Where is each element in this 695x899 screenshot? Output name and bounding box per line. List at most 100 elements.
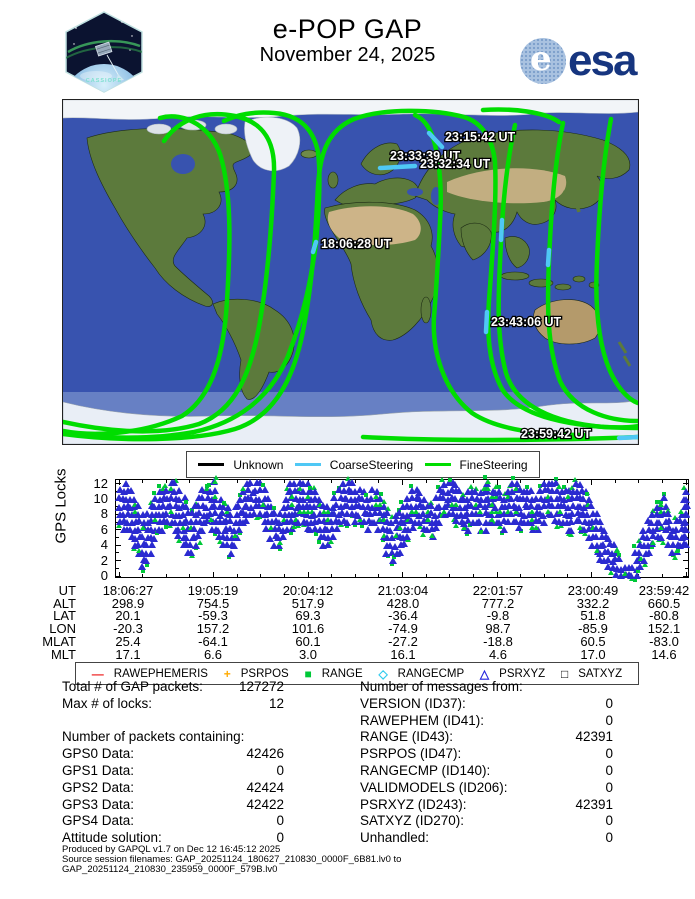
psrxyz-marker (189, 532, 198, 540)
psrxyz-marker (544, 485, 553, 493)
psrxyz-marker (547, 511, 556, 519)
psrxyz-marker (592, 532, 601, 540)
psrxyz-marker (522, 494, 531, 502)
psrxyz-marker (414, 519, 423, 527)
x-major-tick (402, 572, 403, 577)
marker-glyph-icon: ■ (304, 666, 312, 681)
psrxyz-marker (254, 495, 263, 503)
psrxyz-marker (370, 519, 379, 527)
psrxyz-marker (419, 503, 428, 511)
psrxyz-marker (298, 480, 307, 488)
stat-right-label: Unhandled: (360, 830, 430, 846)
stat-right-label: Number of messages from: (360, 679, 523, 694)
steering-legend-item: FineSteering (424, 458, 528, 472)
psrxyz-marker (382, 549, 391, 557)
psrxyz-marker (476, 501, 485, 509)
range-marker (553, 523, 560, 529)
x-minor-tick (331, 574, 333, 577)
stat-right-label: SATXYZ (ID270): (360, 813, 465, 829)
stat-right-value: 0 (605, 813, 613, 829)
y-axis-title: GPS Locks (52, 468, 70, 544)
psrxyz-marker (179, 526, 188, 534)
psrxyz-marker (563, 503, 572, 511)
y-tick-right (683, 575, 688, 577)
psrxyz-marker (682, 501, 691, 509)
patch-text: CASSIOPE (86, 78, 122, 84)
psrxyz-marker (490, 503, 499, 511)
marker-legend-item: ◇ RANGECMP (378, 668, 464, 680)
marker-legend-label: PSRPOS (240, 667, 289, 680)
x-minor-tick (543, 574, 545, 577)
range-marker (212, 478, 219, 484)
ephemeris-value: 101.6 (291, 621, 325, 637)
psrxyz-marker (146, 549, 155, 557)
psrxyz-marker (331, 501, 340, 509)
psrxyz-marker (680, 524, 689, 532)
psrxyz-marker (327, 524, 336, 532)
range-marker (408, 509, 415, 515)
range-marker (655, 499, 660, 504)
stat-right-value: 42391 (575, 796, 613, 812)
range-marker (216, 538, 223, 544)
psrxyz-marker (267, 517, 276, 525)
psrxyz-marker (432, 493, 441, 501)
psrxyz-marker (222, 517, 231, 525)
psrxyz-marker (306, 518, 315, 526)
marker-legend-label: RAWEPHEMERIS (113, 667, 208, 680)
psrxyz-marker (178, 511, 187, 519)
y-tick-label: 2 (100, 552, 108, 568)
range-marker (168, 509, 175, 515)
fine-steering-tracks (60, 107, 641, 443)
range-marker (291, 523, 298, 529)
x-minor-tick (661, 574, 663, 577)
psrxyz-marker (336, 503, 345, 511)
psrxyz-marker (609, 541, 618, 549)
ephemeris-value: 754.5 (196, 595, 230, 611)
map-time-label: 18:06:28 UT (321, 237, 392, 251)
psrxyz-marker (135, 517, 144, 525)
psrxyz-marker (592, 525, 601, 533)
ephemeris-value: 17.1 (115, 646, 141, 662)
psrxyz-marker (339, 479, 348, 487)
cassiope-mission-patch-icon: CASSIOPE (62, 10, 146, 94)
psrxyz-marker (211, 486, 220, 494)
range-marker (485, 478, 492, 484)
psrxyz-marker (475, 517, 484, 525)
ephemeris-value: 4.6 (488, 646, 508, 662)
range-marker (316, 539, 321, 544)
stat-right-value: 0 (605, 762, 613, 778)
psrxyz-marker (455, 503, 464, 511)
psrxyz-marker (396, 548, 405, 556)
page-title: e-POP GAP (272, 14, 423, 44)
psrxyz-marker (360, 517, 369, 525)
stat-right-row: VERSION (ID37): 0 (360, 696, 613, 713)
range-marker (524, 485, 529, 490)
psrxyz-marker (635, 549, 644, 557)
psrxyz-marker (157, 526, 166, 534)
psrxyz-marker (366, 509, 375, 517)
y-tick-label: 12 (93, 475, 108, 491)
x-major-tick (118, 572, 120, 577)
psrxyz-marker (548, 501, 557, 509)
y-tick-left (116, 483, 121, 485)
range-marker (681, 484, 688, 490)
psrxyz-marker (206, 487, 214, 495)
psrxyz-marker (222, 541, 231, 549)
range-marker (115, 523, 122, 529)
range-marker (492, 484, 499, 490)
marker-legend-item: □ SATXYZ (561, 668, 622, 680)
psrxyz-marker (559, 495, 568, 503)
psrxyz-marker (134, 510, 143, 518)
psrxyz-marker (150, 534, 159, 542)
range-marker (459, 491, 466, 497)
psrxyz-marker (158, 501, 167, 509)
psrxyz-marker (599, 527, 608, 535)
x-minor-tick (520, 574, 522, 577)
ephemeris-value: 428.0 (386, 595, 420, 611)
psrxyz-marker (418, 510, 427, 518)
stat-right-value: 0 (605, 695, 613, 711)
range-marker (420, 532, 427, 538)
psrxyz-marker (532, 494, 541, 502)
psrxyz-marker (383, 509, 392, 517)
range-marker (162, 483, 169, 489)
